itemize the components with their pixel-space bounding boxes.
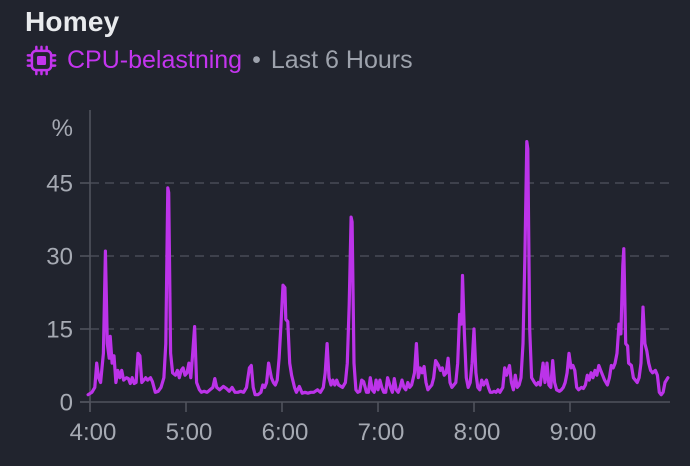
y-axis-unit-label: % [52, 115, 73, 142]
x-tick-label: 4:00 [70, 419, 117, 446]
x-tick-label: 8:00 [454, 419, 501, 446]
y-tick-label: 15 [46, 317, 73, 344]
time-range-label: Last 6 Hours [270, 46, 413, 74]
y-tick-label: 30 [46, 244, 73, 271]
metric-label[interactable]: CPU-belastning [67, 46, 243, 74]
x-tick-label: 9:00 [550, 419, 597, 446]
x-tick-label: 7:00 [358, 419, 405, 446]
metric-row: CPU-belastning • Last 6 Hours [26, 45, 413, 76]
y-tick-label: 45 [46, 171, 73, 198]
separator-dot: • [252, 46, 261, 74]
page-title: Homey [25, 6, 120, 37]
y-tick-label: 0 [60, 390, 73, 417]
x-tick-label: 5:00 [166, 419, 213, 446]
cpu-chip-icon [26, 45, 57, 76]
cpu-load-line [86, 140, 670, 397]
x-tick-label: 6:00 [262, 419, 309, 446]
